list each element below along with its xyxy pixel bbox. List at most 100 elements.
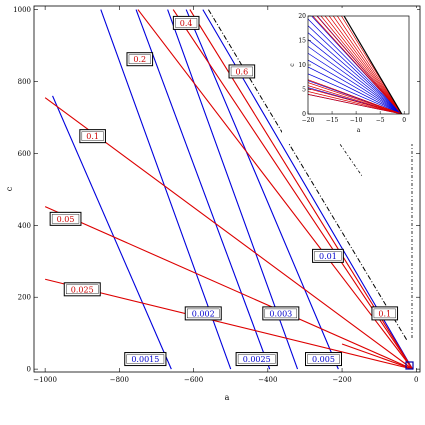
inset-plot: −20 −15 −10 −5 0 0 5 10 15 20 a c: [282, 8, 417, 144]
y-tick-label: 0: [27, 366, 31, 374]
inset-blue-line: [308, 39, 403, 114]
inset-red-line: [308, 88, 402, 114]
inset-blue-line: [308, 25, 403, 114]
inset-x-tick-label: −15: [326, 117, 339, 124]
blue-line-label-1-box: [184, 306, 222, 321]
inset-x-tick-label: −10: [350, 117, 363, 124]
red-line-label-0-box: [63, 282, 101, 297]
inset-y-tick-label: 20: [298, 13, 306, 20]
blue-line-label-4: 0.005: [312, 355, 335, 364]
x-tick-label: −600: [184, 376, 203, 384]
blue-series-line-4: [185, 9, 339, 370]
inset-x-axis-label: a: [357, 127, 361, 134]
inset-red-line: [316, 16, 403, 114]
red-line-label-1-box-inner: [51, 214, 80, 224]
inset-blue-line: [308, 46, 402, 114]
red-line-label-0: 0.025: [71, 285, 94, 294]
inset-blue-line: [308, 66, 402, 114]
inset-red-line: [312, 16, 403, 114]
red-series-line-1: [44, 206, 413, 370]
red-line-label-2-box-inner: [81, 131, 104, 141]
inset-y-axis-label: c: [289, 63, 296, 67]
red-series-line-2: [44, 97, 413, 370]
inset-boundary-line: [343, 16, 403, 114]
inset-red-line: [308, 94, 402, 114]
inset-y-tick-label: 0: [302, 111, 306, 118]
inset-blue-line: [308, 32, 403, 114]
red-series-line-6: [341, 343, 413, 370]
y-tick-label: 600: [18, 150, 31, 158]
red-line-label-2: 0.1: [86, 132, 99, 141]
inset-x-tick-label: −5: [376, 117, 385, 124]
blue-line-label-4-box-inner: [307, 354, 340, 364]
x-axis-label: a: [225, 393, 230, 402]
red-line-label-1: 0.05: [57, 215, 75, 224]
zoom-region-marker: [405, 361, 414, 370]
blue-line-label-1-box-inner: [187, 308, 220, 319]
inset-red-line: [308, 82, 402, 114]
y-tick-label: 800: [18, 78, 31, 86]
blue-line-label-3: 0.003: [269, 309, 292, 318]
blue-line-label-3-box: [262, 306, 300, 321]
inset-empty-region: [344, 16, 409, 114]
blue-line-label-0: 0.0015: [131, 355, 159, 364]
red-line-label-5: 0.6: [235, 67, 248, 76]
red-line-label-3-box: [126, 52, 154, 67]
x-tick-label: −200: [332, 376, 351, 384]
inset-x-tick-label: −20: [302, 117, 315, 124]
red-line-label-6-box-inner: [373, 308, 396, 319]
inset-red-line: [328, 16, 403, 114]
blue-line-label-0-box-inner: [126, 354, 165, 364]
red-series-line-0: [45, 278, 413, 370]
red-series-line-3: [137, 9, 414, 370]
inset-red-line: [308, 79, 402, 114]
blue-line-label-2: 0.0025: [243, 355, 271, 364]
inset-y-tick-label: 5: [302, 87, 306, 94]
blue-line-label-2-box: [235, 352, 278, 367]
x-tick-label: 0: [414, 376, 418, 384]
x-tick-label: −800: [110, 376, 129, 384]
red-line-label-4-box-inner: [175, 18, 198, 28]
y-tick-label: 400: [18, 222, 31, 230]
inset-red-line: [308, 85, 402, 114]
inset-blue-line: [308, 73, 402, 114]
red-line-label-5-box-inner: [230, 66, 253, 77]
inset-blue-line: [308, 59, 402, 114]
red-line-label-0-box-inner: [66, 284, 99, 295]
inset-leader-line-diagonal: [321, 117, 363, 177]
y-tick-label: 1000: [13, 6, 31, 14]
red-line-label-5-box: [228, 64, 256, 79]
red-line-label-6: 0.1: [378, 309, 391, 318]
main-plot: −1000 −800 −600 −400 −200 002004006008001000a…: [5, 5, 421, 402]
inset-y-tick-label: 15: [298, 38, 306, 45]
x-tick-label: −400: [258, 376, 277, 384]
blue-line-label-5: 0.01: [319, 252, 337, 261]
blue-line-label-2-box-inner: [237, 354, 276, 364]
inset-red-line: [337, 16, 403, 114]
inset-red-line: [324, 16, 403, 114]
red-line-label-6-box: [371, 306, 399, 321]
blue-line-label-1: 0.002: [192, 309, 215, 318]
blue-line-label-3-box-inner: [264, 308, 298, 319]
red-line-label-4: 0.4: [180, 19, 193, 28]
blue-series-line-2: [135, 9, 271, 370]
red-line-label-4-box: [172, 15, 200, 30]
y-axis-label: c: [5, 186, 14, 191]
inset-x-tick-label: 0: [402, 117, 406, 124]
inset-red-line: [332, 16, 403, 114]
inset-red-line: [320, 16, 403, 114]
blue-line-label-5-box: [312, 248, 344, 263]
x-tick-label: −1000: [33, 376, 57, 384]
inset-red-line: [308, 91, 402, 114]
y-tick-label: 200: [18, 294, 31, 302]
inset-blue-line: [308, 52, 402, 114]
red-line-label-3-box-inner: [128, 54, 151, 64]
inset-y-tick-label: 10: [298, 62, 306, 69]
blue-line-label-4-box: [305, 352, 342, 367]
red-line-label-1-box: [49, 211, 82, 226]
blue-line-label-0-box: [124, 352, 167, 367]
plot-frame: [33, 5, 421, 373]
inset-blue-line: [308, 18, 403, 114]
blue-series-line-0: [52, 95, 172, 370]
